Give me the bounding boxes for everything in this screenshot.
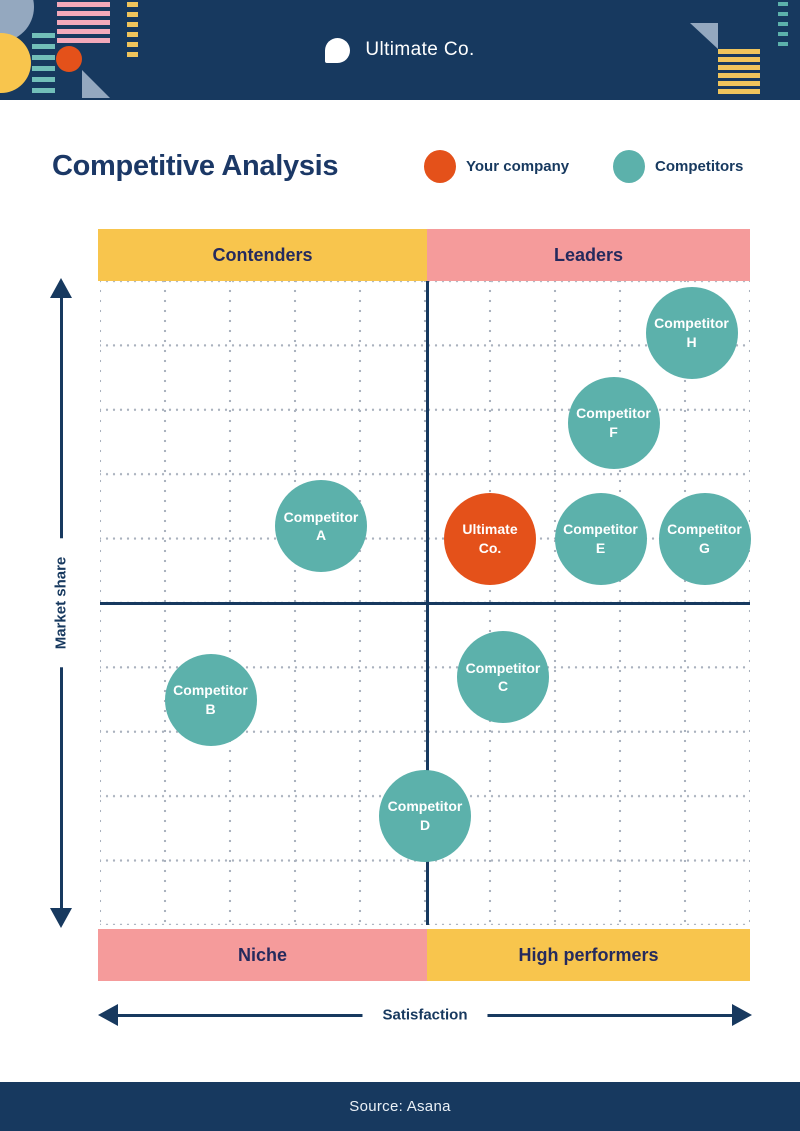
bubble-label-line: A — [315, 526, 327, 543]
plot-area: Ultimate Co. Competitor A Competitor B Competi… — [100, 281, 751, 925]
decor-pink-stripes — [57, 2, 110, 47]
bubble-label-line: Competitor — [563, 521, 638, 538]
quadrant-label-contenders: Contenders — [98, 229, 427, 281]
brand-lockup: Ultimate Co. — [325, 37, 475, 63]
decor-orange-circle — [56, 46, 82, 72]
your-company-dot-icon — [424, 149, 456, 183]
bubble-label-line: Competitor — [654, 315, 729, 332]
brand-name: Ultimate Co. — [365, 39, 475, 60]
page-title: Competitive Analysis — [52, 150, 339, 182]
bubble-label-line: B — [205, 700, 216, 717]
arrow-down-icon — [50, 908, 72, 928]
bubble-label-line: Competitor — [283, 508, 359, 525]
decor-yellow-stripes-right — [718, 49, 760, 97]
y-axis-label: Market share — [52, 538, 70, 668]
legend-item-competitors: Competitors — [613, 149, 743, 183]
bubble-competitor-c: Competitor C — [457, 631, 549, 724]
x-axis: Satisfaction — [98, 1000, 752, 1030]
source-text: Source: Asana — [349, 1098, 451, 1115]
bubble-ultimate-co: Ultimate Co. — [444, 492, 536, 585]
legend-label-your-company: Your company — [466, 157, 570, 175]
header-bar: Ultimate Co. — [0, 0, 800, 100]
bubble-label-line: Co. — [478, 539, 502, 556]
bubble-label-line: G — [699, 539, 710, 556]
bubble-label-line: H — [686, 333, 697, 350]
arrow-up-icon — [50, 278, 72, 298]
bubble-label-line: C — [497, 678, 509, 695]
bubble-competitor-f: Competitor F — [567, 376, 660, 469]
quadrant-label-niche: Niche — [98, 929, 427, 981]
legend-label-competitors: Competitors — [655, 157, 744, 175]
footer-bar: Source: Asana — [0, 1082, 800, 1131]
bubble-label-line: F — [609, 423, 618, 440]
y-axis: Market share — [46, 278, 76, 928]
bubble-label-line: D — [419, 816, 431, 833]
decor-yellow-dashes — [127, 2, 138, 62]
bubble-label-line: Competitor — [576, 405, 651, 422]
bubble-competitor-g: Competitor G — [658, 492, 751, 585]
decor-yellow-circle — [0, 33, 31, 93]
bubble-competitor-a: Competitor A — [275, 479, 367, 572]
bubble-competitor-h: Competitor H — [645, 286, 738, 379]
quadrant-labels-top: Contenders Leaders — [98, 229, 750, 281]
x-axis-label: Satisfaction — [362, 1006, 488, 1024]
brand-logo-icon — [325, 37, 351, 63]
decor-triangle-left — [82, 70, 110, 98]
decor-teal-dashes-right — [778, 2, 788, 52]
bubble-label-line: Competitor — [173, 682, 248, 699]
quadrant-label-leaders: Leaders — [427, 229, 750, 281]
bubble-label-line: E — [595, 539, 606, 556]
decor-triangle-right — [690, 23, 718, 49]
bubble-label-line: Competitor — [465, 659, 541, 676]
quadrant-labels-bottom: Niche High performers — [98, 929, 750, 981]
quadrant-divider-horizontal — [100, 601, 750, 605]
arrow-left-icon — [98, 1004, 118, 1026]
bubble-label-line: Ultimate — [462, 521, 518, 538]
bubble-label-line: Competitor — [387, 798, 463, 815]
competitors-dot-icon — [613, 149, 645, 183]
bubble-competitor-e: Competitor E — [554, 492, 647, 585]
bubble-label-line: Competitor — [667, 521, 742, 538]
quadrant-label-high-performers: High performers — [427, 929, 750, 981]
decor-teal-stripes-left — [32, 33, 55, 99]
bubble-competitor-b: Competitor B — [164, 653, 257, 746]
arrow-right-icon — [732, 1004, 752, 1026]
legend-item-your-company: Your company — [424, 149, 569, 183]
bubble-competitor-d: Competitor D — [379, 769, 471, 862]
